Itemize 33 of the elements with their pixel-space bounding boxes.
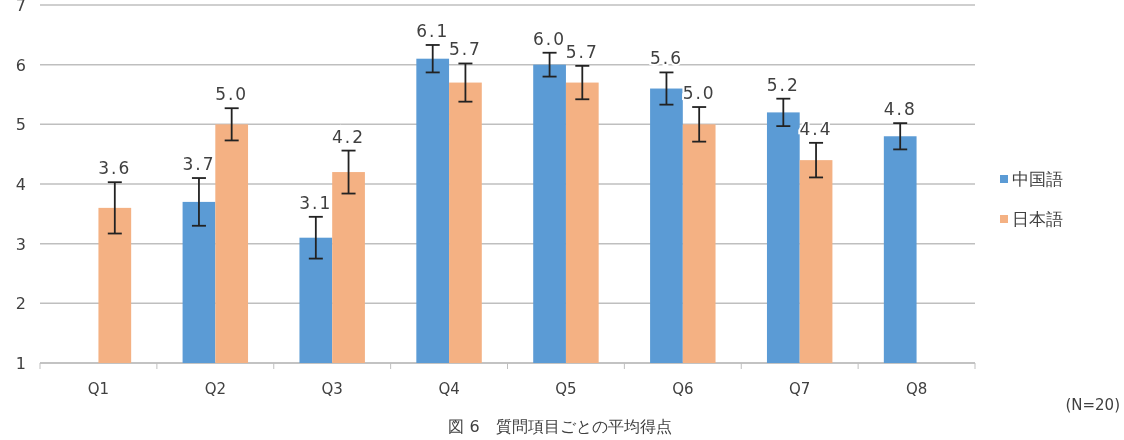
data-label: 4.4 xyxy=(799,118,833,139)
legend-label: 日本語 xyxy=(1012,209,1063,229)
data-label: 6.0 xyxy=(533,28,567,49)
data-label: 3.6 xyxy=(98,158,132,179)
y-tick-label: 6 xyxy=(15,55,26,75)
y-tick-label: 3 xyxy=(15,234,26,254)
x-tick-label: Q1 xyxy=(87,380,110,398)
text: (N=20) xyxy=(1065,396,1120,414)
x-tick-label: Q7 xyxy=(789,380,811,398)
x-tick-label: Q4 xyxy=(438,380,460,398)
caption: 図 6 質問項目ごとの平均得点 xyxy=(448,417,672,436)
legend-label: 中国語 xyxy=(1012,169,1063,189)
x-tick-label: Q5 xyxy=(555,380,577,398)
data-label: 4.2 xyxy=(332,126,366,147)
x-tick-label: Q2 xyxy=(204,380,226,398)
data-label: 5.7 xyxy=(448,39,482,60)
data-label: 3.1 xyxy=(299,192,333,213)
data-label: 5.6 xyxy=(649,48,683,69)
y-tick-label: 2 xyxy=(15,294,26,314)
data-label: 6.1 xyxy=(416,20,450,41)
x-tick-label: Q8 xyxy=(905,380,928,398)
data-label: 5.0 xyxy=(215,84,249,105)
data-label: 3.7 xyxy=(182,154,216,175)
x-tick-label: Q6 xyxy=(672,380,694,398)
data-label: 5.7 xyxy=(565,41,599,62)
y-tick-label: 1 xyxy=(15,354,26,373)
y-tick-label: 7 xyxy=(15,0,26,15)
y-tick-label: 5 xyxy=(15,115,26,135)
y-tick-label: 4 xyxy=(15,175,26,194)
data-label: 5.0 xyxy=(682,83,716,104)
data-label: 4.8 xyxy=(883,99,917,120)
data-label: 5.2 xyxy=(766,74,800,95)
x-tick-label: Q3 xyxy=(321,380,343,398)
